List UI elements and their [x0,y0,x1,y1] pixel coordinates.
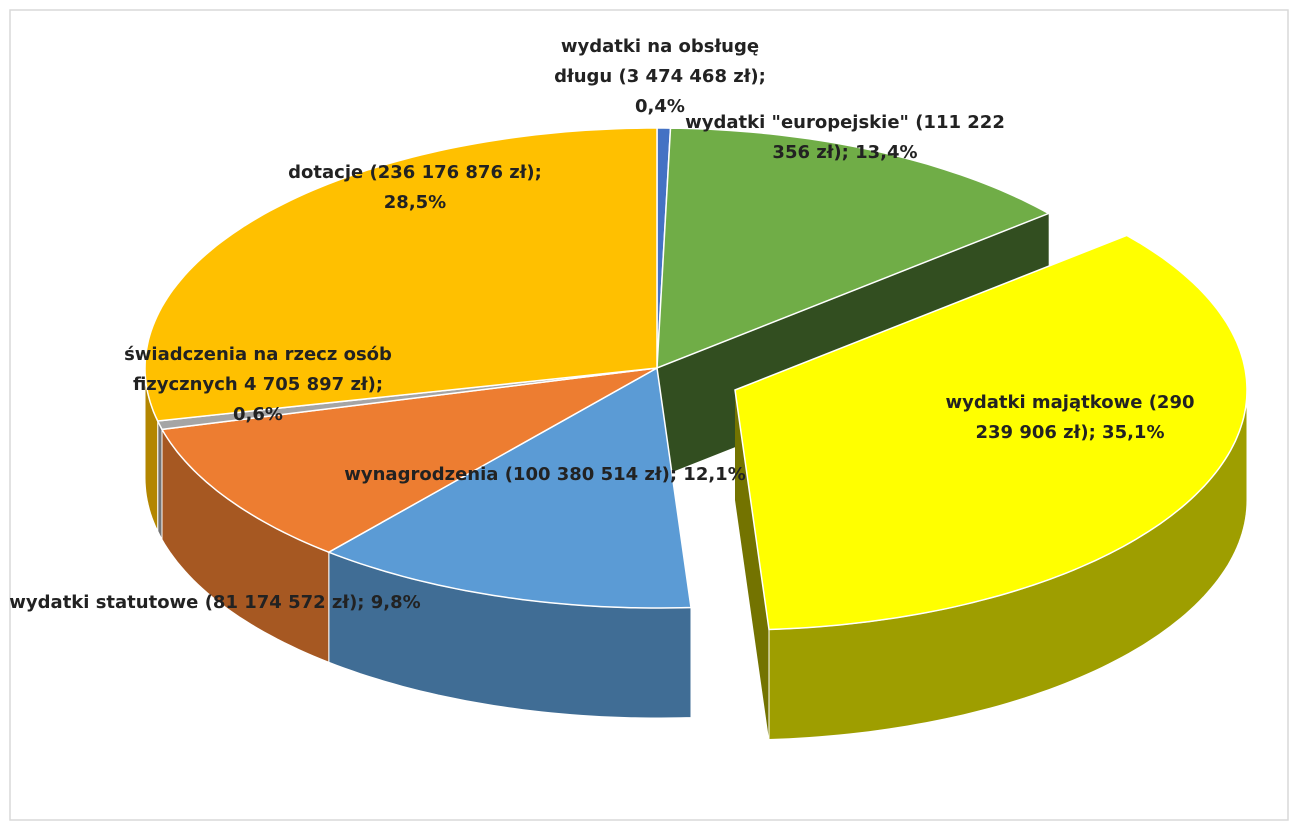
data-label: świadczenia na rzecz osób fizycznych 4 7… [108,340,408,430]
amount-label: (3 474 468 zł); [618,66,766,87]
slice-name: dotacje [288,162,364,183]
slice-side [157,420,163,540]
amount-label: (111 222 356 zł); [772,112,1005,163]
amount-label: (100 380 514 zł); [504,464,678,485]
percent-label: 13,4% [855,142,918,163]
percent-label: 0,6% [233,404,283,425]
slice [734,234,1248,631]
slice [327,366,692,609]
percent-label: 12,1% [683,464,746,485]
slice-name: wydatki majątkowe [945,392,1143,413]
slice-name: świadczenia na rzecz osób fizycznych [124,344,392,395]
slice [160,367,658,554]
amount-label: (81 174 572 zł); [204,592,365,613]
percent-label: 9,8% [370,592,421,613]
data-label: wydatki na obsługę długu (3 474 468 zł);… [535,32,785,122]
percent-label: 35,1% [1102,422,1165,443]
data-label: wydatki "europejskie" (111 222 356 zł); … [680,108,1010,168]
amount-label: (236 176 876 zł); [369,162,542,183]
data-label: wynagrodzenia (100 380 514 zł); 12,1% [335,460,755,490]
amount-label: (290 239 906 zł); [975,392,1195,443]
data-label: wydatki majątkowe (290 239 906 zł); 35,1… [945,388,1195,448]
percent-label: 0,4% [635,96,685,117]
slice-name: wydatki statutowe [9,592,199,613]
slice-name: wydatki "europejskie" [685,112,909,133]
slice-name: wydatki na obsługę długu [554,36,760,87]
slice-name: wynagrodzenia [344,464,499,485]
slice [656,127,1051,370]
slice-wall [735,390,769,740]
slice [144,127,658,422]
data-label: dotacje (236 176 876 zł); 28,5% [265,158,565,218]
amount-label: 4 705 897 zł); [243,374,384,395]
data-label: wydatki statutowe (81 174 572 zł); 9,8% [5,588,425,618]
percent-label: 28,5% [383,192,447,213]
